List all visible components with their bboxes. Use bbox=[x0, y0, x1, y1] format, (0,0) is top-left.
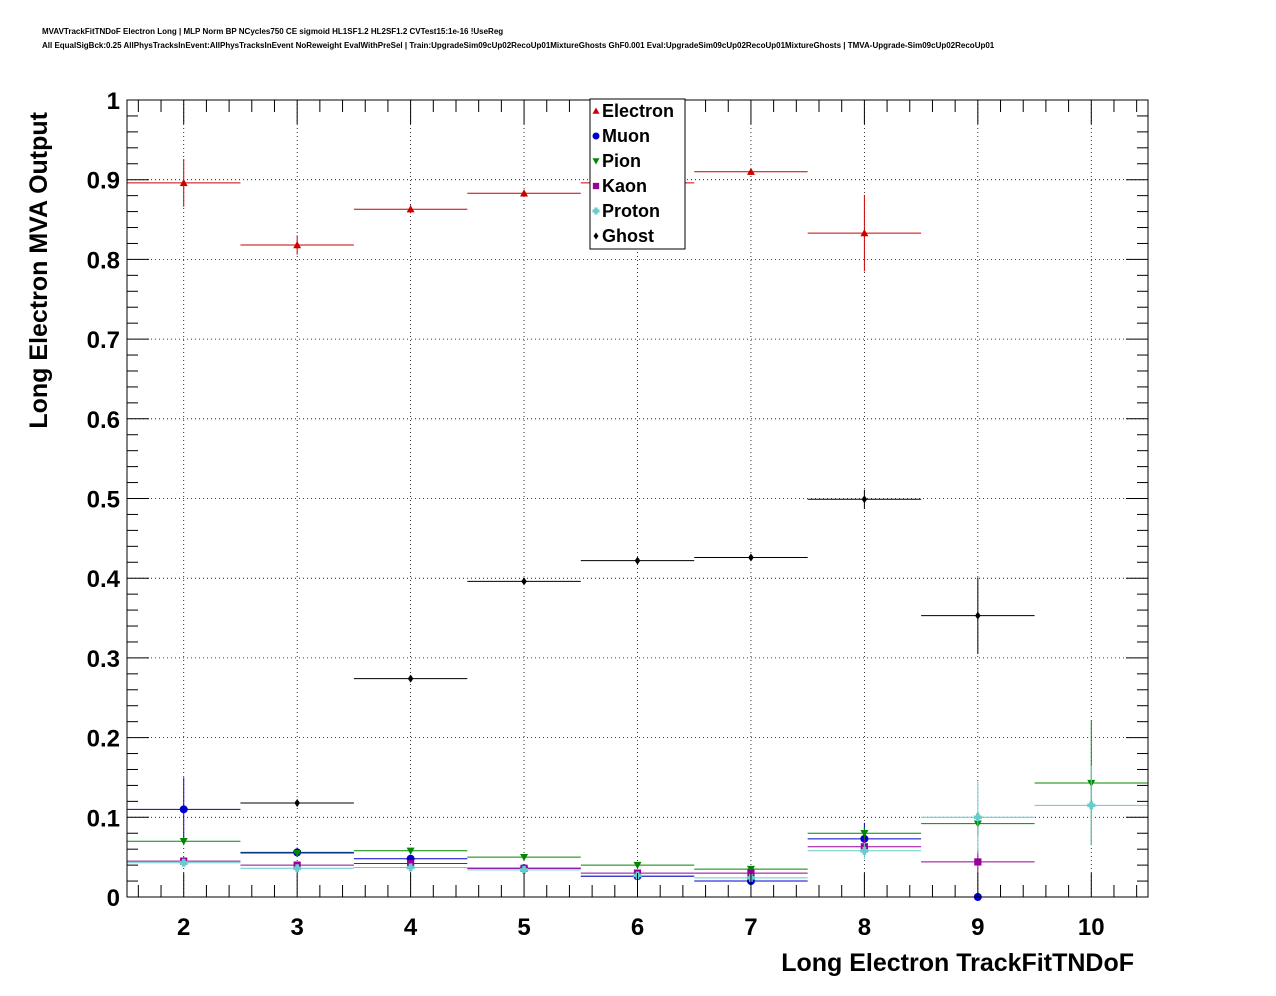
legend-item-ghost: Ghost bbox=[593, 226, 654, 246]
tick-labels: 0 0.1 0.2 0.3 0.4 0.5 0.6 0.7 0.8 0.9 1 2 3 4 5 6 7 8 9 10 bbox=[87, 88, 1105, 941]
data-point bbox=[746, 167, 755, 175]
data-point bbox=[406, 863, 415, 872]
y-tick-label: 0.3 bbox=[87, 646, 120, 673]
data-point bbox=[520, 865, 529, 874]
x-tick-label: 3 bbox=[290, 914, 303, 941]
grid bbox=[127, 100, 1148, 897]
header-line-1: MVAVTrackFitTNDoF Electron Long | MLP No… bbox=[42, 27, 504, 36]
data-point bbox=[748, 553, 754, 562]
legend-marker bbox=[593, 232, 599, 240]
legend-item-kaon: Kaon bbox=[592, 176, 647, 196]
legend-label: Kaon bbox=[602, 176, 647, 196]
data-point bbox=[407, 674, 414, 683]
y-tick-label: 0.6 bbox=[87, 407, 120, 434]
data-point bbox=[860, 830, 869, 838]
x-tick-label: 5 bbox=[517, 914, 530, 941]
x-tick-label: 6 bbox=[631, 914, 644, 941]
data-point bbox=[975, 611, 981, 620]
data-point bbox=[634, 556, 641, 565]
y-tick-label: 0.9 bbox=[87, 168, 120, 195]
legend-marker bbox=[592, 107, 600, 114]
data-point bbox=[293, 241, 302, 249]
x-tick-label: 2 bbox=[177, 914, 190, 941]
x-axis-title: Long Electron TrackFitTNDoF bbox=[781, 949, 1134, 977]
data-point bbox=[406, 205, 415, 213]
data-marks bbox=[127, 158, 1148, 901]
data-point bbox=[520, 189, 529, 197]
legend-box bbox=[589, 98, 686, 250]
data-point bbox=[633, 861, 642, 870]
header-line-2: All EqualSigBck:0.25 AllPhysTracksInEven… bbox=[42, 41, 995, 50]
x-tick-label: 7 bbox=[744, 914, 757, 941]
series-pion bbox=[127, 720, 1148, 874]
series-muon bbox=[127, 777, 1035, 901]
y-tick-label: 1 bbox=[107, 88, 120, 115]
data-point bbox=[406, 847, 415, 855]
data-point bbox=[179, 838, 188, 846]
data-point bbox=[1087, 801, 1096, 810]
data-point bbox=[179, 178, 188, 187]
legend-label: Proton bbox=[602, 201, 660, 221]
data-point bbox=[293, 864, 302, 873]
data-point bbox=[974, 858, 982, 866]
data-point bbox=[973, 813, 982, 822]
data-point bbox=[293, 849, 302, 858]
legend: Electron Muon Pion Kaon Proton Ghost bbox=[589, 98, 686, 250]
legend-label: Pion bbox=[602, 151, 641, 171]
x-tick-label: 8 bbox=[858, 914, 871, 941]
series-kaon bbox=[127, 838, 1035, 877]
y-tick-label: 0 bbox=[107, 885, 120, 912]
legend-label: Ghost bbox=[602, 226, 654, 246]
data-point bbox=[860, 846, 869, 855]
data-point bbox=[179, 858, 188, 867]
y-axis-title: Long Electron MVA Output bbox=[25, 111, 53, 428]
legend-label: Muon bbox=[602, 126, 650, 146]
x-tick-label: 4 bbox=[404, 914, 418, 941]
legend-marker bbox=[592, 158, 600, 165]
legend-marker bbox=[592, 182, 600, 190]
data-point bbox=[860, 229, 869, 237]
y-tick-label: 0.4 bbox=[87, 566, 121, 593]
x-tick-label: 10 bbox=[1078, 914, 1105, 941]
legend-marker bbox=[592, 207, 600, 215]
data-point bbox=[294, 798, 300, 807]
data-point bbox=[521, 577, 527, 586]
legend-item-muon: Muon bbox=[592, 126, 650, 146]
series-electron bbox=[127, 158, 922, 272]
y-tick-label: 0.8 bbox=[87, 247, 120, 274]
data-point bbox=[520, 853, 529, 862]
legend-item-proton: Proton bbox=[592, 201, 660, 221]
data-point bbox=[179, 805, 188, 814]
y-tick-label: 0.1 bbox=[87, 805, 120, 832]
series-ghost bbox=[240, 489, 1035, 807]
y-tick-label: 0.2 bbox=[87, 726, 120, 753]
legend-label: Electron bbox=[602, 101, 674, 121]
y-tick-label: 0.5 bbox=[87, 487, 120, 514]
y-tick-label: 0.7 bbox=[87, 327, 120, 354]
legend-item-pion: Pion bbox=[592, 151, 641, 171]
x-tick-label: 9 bbox=[971, 914, 984, 941]
data-point bbox=[861, 495, 868, 504]
legend-item-electron: Electron bbox=[592, 101, 674, 121]
legend-marker bbox=[592, 132, 600, 140]
